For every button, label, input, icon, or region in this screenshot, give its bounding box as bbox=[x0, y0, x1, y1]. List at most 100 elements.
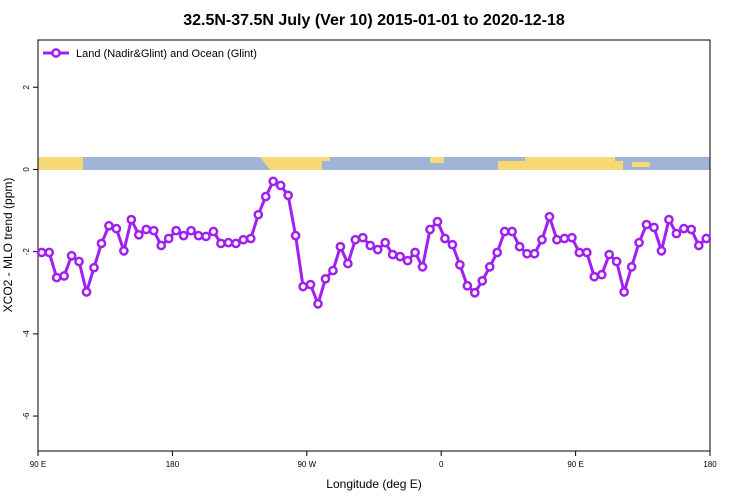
data-point bbox=[664, 214, 674, 225]
data-point bbox=[447, 239, 458, 250]
data-point bbox=[141, 224, 152, 235]
data-point bbox=[671, 228, 682, 239]
data-point bbox=[171, 225, 181, 236]
data-point bbox=[544, 211, 555, 222]
data-point bbox=[216, 238, 226, 249]
data-point bbox=[492, 247, 503, 258]
chart-title: 32.5N-37.5N July (Ver 10) 2015-01-01 to … bbox=[183, 12, 565, 29]
data-point bbox=[634, 237, 644, 248]
x-tick-label: 90 W bbox=[297, 460, 316, 469]
data-point bbox=[656, 245, 667, 256]
legend-label: Land (Nadir&Glint) and Ocean (Glint) bbox=[76, 48, 257, 60]
data-point bbox=[402, 255, 413, 266]
data-point bbox=[253, 209, 264, 220]
x-tick-label: 180 bbox=[166, 460, 180, 469]
data-point bbox=[499, 226, 510, 237]
data-point bbox=[44, 247, 55, 258]
plot-frame bbox=[37, 39, 711, 452]
data-point bbox=[148, 225, 159, 236]
data-point bbox=[440, 233, 450, 244]
data-point bbox=[484, 262, 495, 272]
data-point bbox=[305, 279, 316, 290]
data-point bbox=[425, 224, 435, 235]
data-point bbox=[111, 223, 122, 234]
data-point bbox=[320, 273, 331, 284]
y-tick-label: 0 bbox=[22, 167, 31, 172]
data-point bbox=[51, 272, 62, 283]
data-point bbox=[66, 250, 77, 261]
data-point bbox=[455, 259, 465, 270]
data-point bbox=[343, 258, 353, 269]
data-point bbox=[686, 224, 697, 235]
data-point bbox=[522, 248, 532, 259]
data-point bbox=[619, 287, 629, 297]
data-point bbox=[231, 238, 241, 249]
data-point bbox=[589, 271, 600, 282]
land-ocean-strip bbox=[38, 157, 710, 170]
y-axis-label: XCO2 - MLO trend (ppm) bbox=[1, 178, 15, 313]
data-point bbox=[133, 229, 144, 240]
data-point bbox=[410, 247, 420, 258]
data-point bbox=[559, 233, 570, 244]
data-point bbox=[335, 241, 346, 252]
x-tick-label: 90 E bbox=[30, 460, 46, 469]
data-point bbox=[268, 176, 279, 187]
data-point bbox=[89, 262, 99, 273]
data-point bbox=[529, 248, 540, 259]
y-tick-label: 2 bbox=[22, 84, 31, 89]
data-point bbox=[163, 233, 174, 244]
y-tick-label: -4 bbox=[22, 330, 31, 338]
data-point bbox=[581, 247, 592, 258]
data-point bbox=[641, 219, 652, 230]
data-point bbox=[275, 180, 286, 191]
data-point bbox=[574, 247, 585, 258]
data-point bbox=[567, 232, 577, 243]
data-point bbox=[96, 238, 107, 249]
data-point bbox=[298, 281, 308, 292]
x-tick-label: 0 bbox=[439, 460, 444, 469]
data-point bbox=[223, 237, 234, 248]
data-point bbox=[537, 234, 547, 245]
data-point bbox=[283, 190, 293, 201]
data-point bbox=[328, 265, 338, 276]
data-point bbox=[260, 191, 271, 202]
data-point bbox=[290, 230, 301, 241]
data-point bbox=[186, 225, 196, 236]
data-point bbox=[626, 262, 637, 272]
data-point bbox=[104, 220, 114, 231]
data-point bbox=[477, 275, 488, 286]
x-tick-label: 90 E bbox=[567, 460, 583, 469]
data-point bbox=[469, 287, 480, 298]
data-point bbox=[313, 299, 323, 309]
y-tick-label: -2 bbox=[22, 248, 31, 256]
data-point bbox=[596, 269, 607, 280]
legend-marker bbox=[51, 48, 61, 58]
data-point bbox=[238, 234, 249, 245]
data-point bbox=[462, 280, 473, 291]
data-point bbox=[350, 234, 361, 245]
data-point bbox=[357, 232, 368, 243]
data-point bbox=[432, 216, 443, 227]
data-point bbox=[156, 240, 167, 251]
data-point bbox=[59, 271, 69, 281]
data-point bbox=[36, 247, 47, 258]
data-point bbox=[81, 287, 92, 297]
y-tick-label: -6 bbox=[22, 412, 31, 420]
data-point bbox=[507, 226, 517, 237]
data-point bbox=[395, 251, 405, 262]
data-point bbox=[611, 256, 622, 267]
data-point bbox=[679, 223, 689, 234]
data-point bbox=[365, 240, 376, 251]
data-point bbox=[649, 222, 659, 233]
data-point bbox=[552, 234, 562, 245]
data-point bbox=[126, 214, 137, 225]
data-point bbox=[119, 245, 129, 256]
data-point bbox=[387, 249, 398, 260]
data-point bbox=[380, 237, 391, 248]
data-point bbox=[201, 231, 211, 242]
x-tick-label: 180 bbox=[703, 460, 717, 469]
data-point bbox=[178, 230, 189, 241]
data-point bbox=[193, 230, 204, 241]
data-point bbox=[74, 256, 84, 267]
